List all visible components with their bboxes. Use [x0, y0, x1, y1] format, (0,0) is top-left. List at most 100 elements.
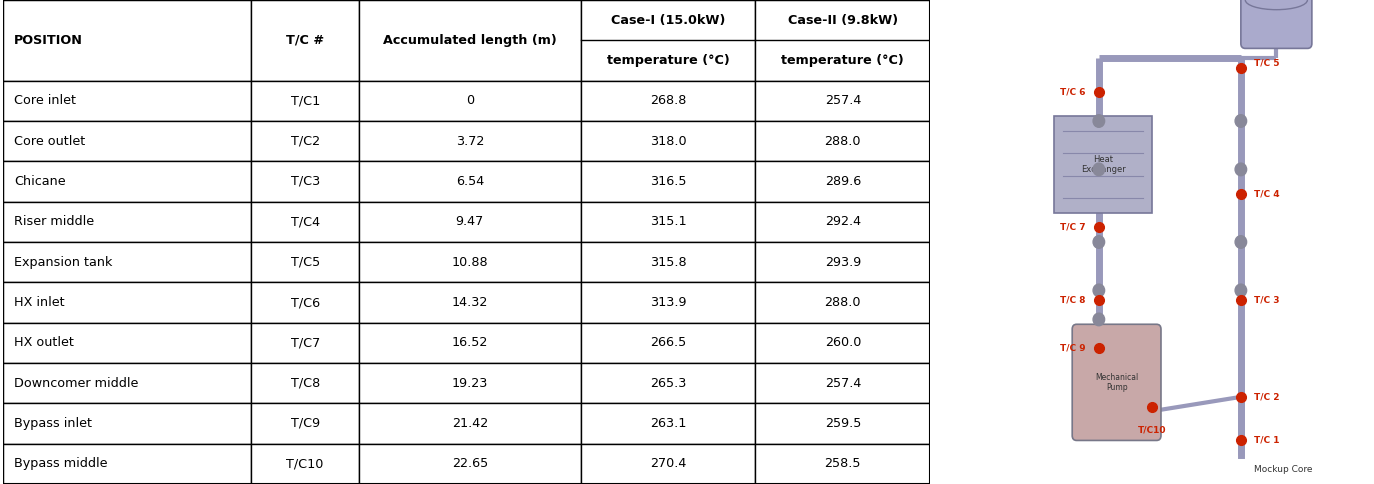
- Text: 316.5: 316.5: [650, 175, 687, 188]
- Bar: [251, 363, 359, 403]
- Bar: [251, 81, 359, 121]
- Text: Core outlet: Core outlet: [14, 135, 85, 148]
- Text: 270.4: 270.4: [650, 457, 686, 470]
- Bar: [251, 403, 359, 444]
- Text: POSITION: POSITION: [14, 34, 82, 47]
- Bar: [251, 161, 359, 202]
- Text: 313.9: 313.9: [650, 296, 687, 309]
- Text: temperature (°C): temperature (°C): [782, 54, 904, 67]
- Text: T/C3: T/C3: [290, 175, 320, 188]
- Circle shape: [1094, 163, 1105, 176]
- Text: 268.8: 268.8: [650, 94, 686, 107]
- Text: 288.0: 288.0: [824, 296, 861, 309]
- Text: 6.54: 6.54: [456, 175, 484, 188]
- Bar: [756, 242, 930, 282]
- Text: Case-II (9.8kW): Case-II (9.8kW): [787, 14, 897, 27]
- Text: T/C 3: T/C 3: [1254, 296, 1279, 304]
- Bar: [251, 0, 359, 81]
- Text: Case-I (15.0kW): Case-I (15.0kW): [611, 14, 725, 27]
- Circle shape: [1235, 163, 1246, 176]
- Text: Expansion
Tank: Expansion Tank: [1281, 0, 1327, 5]
- Text: 293.9: 293.9: [824, 256, 861, 269]
- Text: T/C 2: T/C 2: [1254, 393, 1279, 401]
- Text: Downcomer middle: Downcomer middle: [14, 377, 139, 390]
- Text: 263.1: 263.1: [650, 417, 686, 430]
- FancyBboxPatch shape: [1072, 324, 1161, 440]
- Text: 259.5: 259.5: [824, 417, 861, 430]
- Bar: [756, 202, 930, 242]
- Bar: [3, 444, 251, 484]
- Text: 16.52: 16.52: [452, 336, 488, 349]
- Text: 265.3: 265.3: [650, 377, 686, 390]
- Bar: [581, 0, 756, 81]
- Bar: [3, 323, 251, 363]
- Bar: [359, 403, 581, 444]
- Text: T/C10: T/C10: [287, 457, 324, 470]
- Text: T/C7: T/C7: [290, 336, 320, 349]
- Circle shape: [1094, 115, 1105, 127]
- Text: T/C10: T/C10: [1138, 426, 1167, 435]
- Bar: [581, 202, 756, 242]
- Text: 315.1: 315.1: [650, 215, 687, 228]
- Bar: [359, 81, 581, 121]
- Bar: [251, 121, 359, 161]
- Bar: [3, 363, 251, 403]
- Bar: [581, 121, 756, 161]
- Bar: [756, 81, 930, 121]
- Text: 288.0: 288.0: [824, 135, 861, 148]
- Text: Heat
Exchanger: Heat Exchanger: [1081, 155, 1125, 174]
- Text: Accumulated length (m): Accumulated length (m): [383, 34, 556, 47]
- Text: 9.47: 9.47: [456, 215, 484, 228]
- Bar: [3, 0, 251, 81]
- Bar: [581, 161, 756, 202]
- Text: T/C 5: T/C 5: [1254, 59, 1279, 67]
- Text: T/C5: T/C5: [290, 256, 320, 269]
- Text: T/C1: T/C1: [290, 94, 320, 107]
- Bar: [3, 282, 251, 323]
- Text: 260.0: 260.0: [824, 336, 861, 349]
- Bar: [359, 161, 581, 202]
- FancyBboxPatch shape: [1054, 116, 1153, 213]
- Bar: [251, 202, 359, 242]
- Bar: [3, 403, 251, 444]
- Text: HX outlet: HX outlet: [14, 336, 74, 349]
- Bar: [3, 202, 251, 242]
- Text: T/C 6: T/C 6: [1059, 88, 1085, 96]
- Bar: [3, 161, 251, 202]
- Circle shape: [1235, 236, 1246, 248]
- Bar: [3, 81, 251, 121]
- Text: T/C #: T/C #: [286, 34, 324, 47]
- FancyBboxPatch shape: [1241, 0, 1312, 48]
- Text: T/C8: T/C8: [290, 377, 320, 390]
- Bar: [756, 323, 930, 363]
- Text: T/C6: T/C6: [291, 296, 320, 309]
- Text: 289.6: 289.6: [824, 175, 861, 188]
- Text: 10.88: 10.88: [452, 256, 488, 269]
- Bar: [3, 242, 251, 282]
- Text: Mockup Core: Mockup Core: [1254, 465, 1312, 474]
- Circle shape: [1094, 236, 1105, 248]
- Bar: [359, 363, 581, 403]
- Text: T/C4: T/C4: [291, 215, 320, 228]
- Bar: [756, 282, 930, 323]
- Bar: [756, 161, 930, 202]
- Text: T/C2: T/C2: [291, 135, 320, 148]
- Bar: [359, 0, 581, 81]
- Text: 3.72: 3.72: [456, 135, 484, 148]
- Text: T/C 8: T/C 8: [1059, 296, 1085, 304]
- Bar: [359, 444, 581, 484]
- Text: 315.8: 315.8: [650, 256, 687, 269]
- Bar: [581, 403, 756, 444]
- Text: Expansion tank: Expansion tank: [14, 256, 113, 269]
- Text: 257.4: 257.4: [824, 377, 861, 390]
- Text: Riser middle: Riser middle: [14, 215, 93, 228]
- Bar: [756, 0, 930, 81]
- Bar: [756, 121, 930, 161]
- Circle shape: [1235, 284, 1246, 297]
- Text: 0: 0: [466, 94, 474, 107]
- Text: 257.4: 257.4: [824, 94, 861, 107]
- Text: T/C9: T/C9: [291, 417, 320, 430]
- Bar: [581, 323, 756, 363]
- Bar: [251, 242, 359, 282]
- Bar: [581, 444, 756, 484]
